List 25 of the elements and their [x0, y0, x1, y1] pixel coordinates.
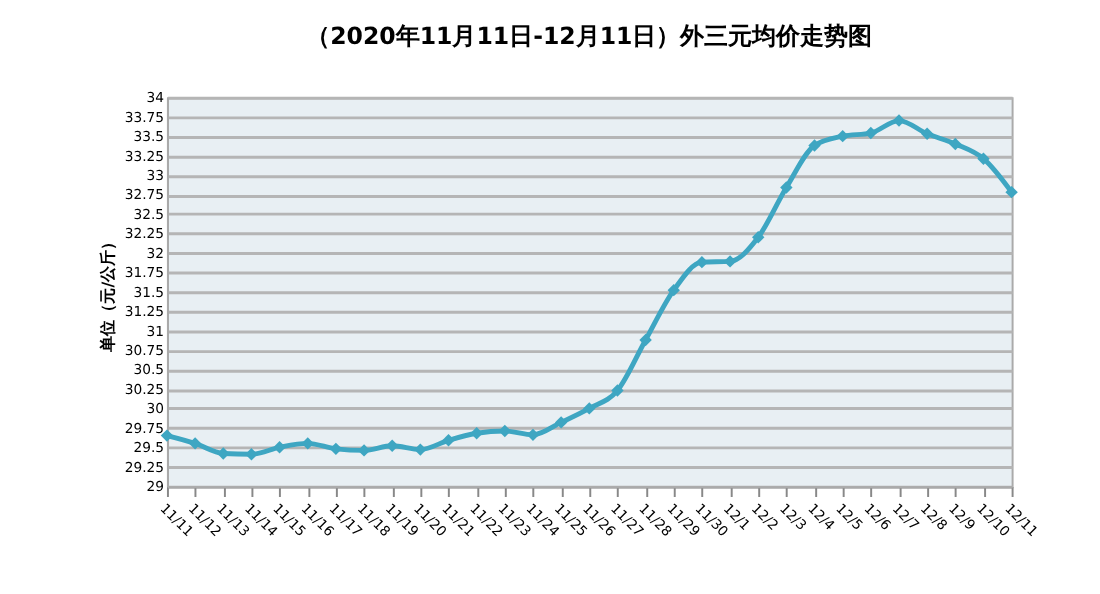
point: [780, 181, 793, 194]
point: [752, 231, 765, 244]
point: [836, 129, 849, 143]
point: [639, 333, 652, 347]
point: [554, 416, 568, 429]
point: [188, 437, 202, 450]
point: [611, 384, 624, 397]
point: [442, 434, 455, 447]
point: [667, 283, 680, 297]
chart-title: （2020年11月11日-12月11日）外三元均价走势图: [306, 22, 873, 51]
point: [977, 152, 990, 165]
point: [920, 127, 934, 141]
point: [864, 126, 878, 140]
y-axis-title: 单位（元/公斤）: [98, 233, 117, 354]
point: [808, 139, 821, 152]
point: [583, 402, 596, 415]
point: [892, 114, 906, 127]
point: [1005, 185, 1018, 199]
point: [357, 444, 371, 457]
point: [160, 429, 174, 442]
point: [526, 428, 540, 442]
point: [273, 441, 286, 454]
point: [329, 442, 343, 456]
point: [723, 255, 737, 268]
point: [949, 137, 962, 151]
